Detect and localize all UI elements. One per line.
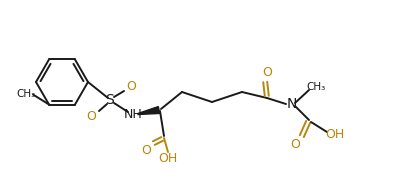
Text: O: O <box>126 80 136 93</box>
Text: N: N <box>287 97 297 111</box>
Polygon shape <box>138 106 160 115</box>
Text: O: O <box>141 143 151 156</box>
Text: O: O <box>86 109 96 122</box>
Text: OH: OH <box>325 127 344 140</box>
Text: O: O <box>290 137 300 150</box>
Text: S: S <box>105 93 114 107</box>
Text: CH₃: CH₃ <box>306 82 326 92</box>
Text: O: O <box>262 65 272 78</box>
Text: NH: NH <box>124 108 142 121</box>
Text: CH₃: CH₃ <box>16 89 36 99</box>
Text: OH: OH <box>158 152 178 165</box>
